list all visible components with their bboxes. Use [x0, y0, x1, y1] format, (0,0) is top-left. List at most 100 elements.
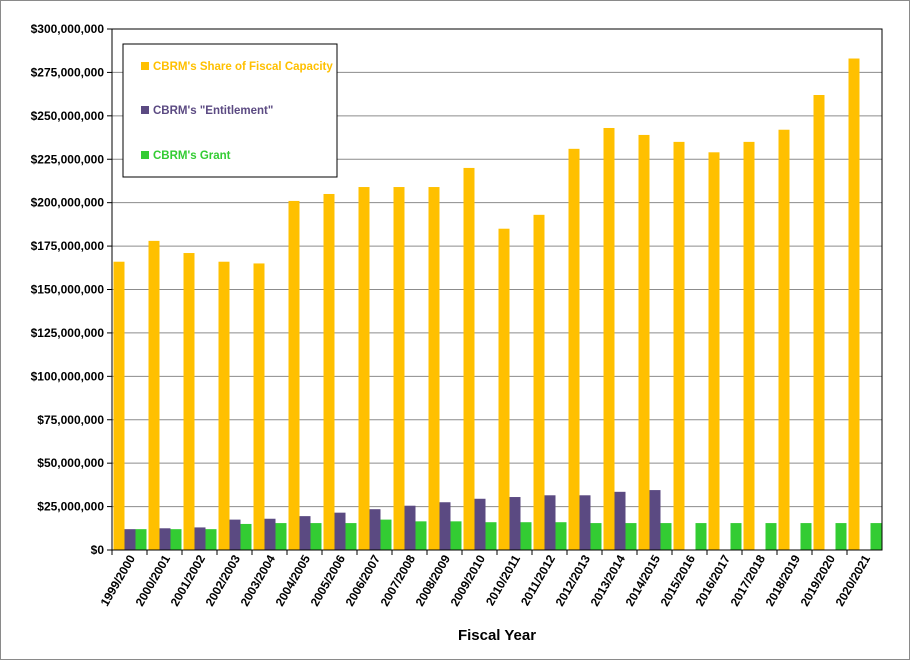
bar-series-1 [393, 187, 405, 550]
bar-series-3 [800, 523, 812, 550]
bar-series-2 [579, 495, 591, 550]
bar-series-3 [275, 523, 287, 550]
bar-series-3 [205, 529, 217, 550]
bar-series-1 [778, 129, 790, 550]
x-tick-label: 2012/2013 [553, 552, 594, 608]
bar-series-2 [369, 509, 381, 550]
bar-series-3 [835, 523, 847, 550]
y-tick-label: $125,000,000 [31, 326, 105, 340]
bar-series-2 [649, 490, 661, 550]
bar-series-3 [485, 522, 497, 550]
bar-series-3 [380, 519, 392, 550]
x-tick-label: 2010/2011 [483, 552, 523, 608]
x-tick-label: 2003/2004 [238, 552, 279, 608]
bar-series-3 [555, 522, 567, 550]
bar-series-2 [614, 491, 626, 550]
legend-label: CBRM's Grant [153, 150, 231, 162]
x-tick-label: 2020/2021 [833, 552, 874, 608]
y-tick-label: $100,000,000 [31, 369, 105, 383]
y-tick-label: $75,000,000 [37, 413, 104, 427]
legend-label: CBRM's Share of Fiscal Capacity [153, 61, 333, 73]
bar-series-3 [870, 523, 882, 550]
bar-series-1 [358, 187, 370, 550]
bar-series-1 [673, 141, 685, 550]
bar-series-3 [590, 523, 602, 550]
bar-series-2 [124, 529, 136, 550]
x-axis-title: Fiscal Year [458, 627, 536, 644]
bar-series-1 [743, 141, 755, 550]
bar-series-2 [439, 502, 451, 550]
bar-series-1 [428, 187, 440, 550]
legend-label: CBRM's "Entitlement" [153, 105, 273, 117]
legend-swatch [141, 106, 149, 114]
bar-series-3 [695, 523, 707, 550]
x-tick-label: 2019/2020 [798, 552, 839, 608]
x-tick-label: 2018/2019 [763, 552, 804, 608]
bar-series-3 [170, 529, 182, 550]
x-tick-label: 2006/2007 [343, 552, 384, 608]
bar-series-2 [334, 512, 346, 550]
bar-series-3 [765, 523, 777, 550]
bar-series-1 [498, 228, 510, 550]
y-tick-label: $200,000,000 [31, 196, 105, 210]
x-tick-label: 2016/2017 [693, 552, 734, 608]
bar-series-3 [135, 529, 147, 550]
legend-box [122, 43, 338, 178]
bar-series-3 [310, 523, 322, 550]
x-tick-label: 2017/2018 [728, 552, 769, 608]
bar-series-1 [708, 152, 720, 550]
bar-series-3 [520, 522, 532, 550]
bar-series-2 [264, 518, 276, 550]
bar-series-1 [288, 200, 300, 550]
legend-swatch [141, 62, 149, 70]
bar-series-3 [450, 521, 462, 550]
x-tick-label: 2013/2014 [588, 552, 629, 608]
bars [113, 58, 882, 551]
x-tick-label: 2007/2008 [378, 552, 419, 608]
bar-series-1 [813, 94, 825, 550]
x-tick-label: 2008/2009 [413, 552, 454, 608]
bar-series-2 [194, 527, 206, 550]
y-tick-label: $0 [91, 543, 105, 557]
x-tick-label: 2000/2001 [133, 552, 174, 608]
bar-series-3 [240, 523, 252, 550]
y-axis-tick-labels: $0 $25,000,000 $50,000,000 $75,000,000 $100,… [31, 22, 105, 557]
x-tick-label: 2004/2005 [273, 552, 314, 608]
y-tick-label: $175,000,000 [31, 239, 105, 253]
bar-series-2 [229, 519, 241, 550]
bar-series-1 [253, 263, 265, 550]
bar-series-2 [509, 497, 521, 550]
bar-series-1 [463, 167, 475, 550]
legend-swatch [141, 151, 149, 159]
bar-series-1 [183, 253, 195, 550]
bar-series-2 [159, 528, 171, 550]
bar-series-1 [323, 193, 335, 550]
bar-series-1 [638, 134, 650, 551]
x-axis-tick-labels: 1999/20002000/20012001/20022002/20032003… [98, 550, 874, 609]
y-tick-label: $225,000,000 [31, 152, 105, 166]
bar-series-3 [660, 523, 672, 550]
x-tick-label: 2001/2002 [168, 552, 209, 608]
bar-series-3 [345, 523, 357, 550]
bar-series-1 [218, 261, 230, 550]
y-tick-label: $300,000,000 [31, 22, 105, 36]
bar-series-3 [625, 523, 637, 550]
y-tick-label: $150,000,000 [31, 283, 105, 297]
bar-series-1 [113, 261, 125, 550]
bar-series-2 [299, 516, 311, 550]
bar-series-1 [848, 58, 860, 550]
x-tick-label: 2014/2015 [623, 552, 664, 608]
bar-series-3 [415, 521, 427, 550]
bar-series-2 [404, 505, 416, 550]
bar-series-1 [533, 214, 545, 550]
legend: CBRM's Share of Fiscal Capacity CBRM's "E… [122, 43, 338, 178]
bar-series-2 [474, 498, 486, 550]
bar-series-2 [544, 495, 556, 550]
x-tick-label: 2015/2016 [658, 552, 699, 608]
y-tick-label: $50,000,000 [37, 456, 104, 470]
bar-series-3 [730, 523, 742, 550]
y-tick-label: $25,000,000 [37, 500, 104, 514]
x-tick-label: 2005/2006 [308, 552, 349, 608]
